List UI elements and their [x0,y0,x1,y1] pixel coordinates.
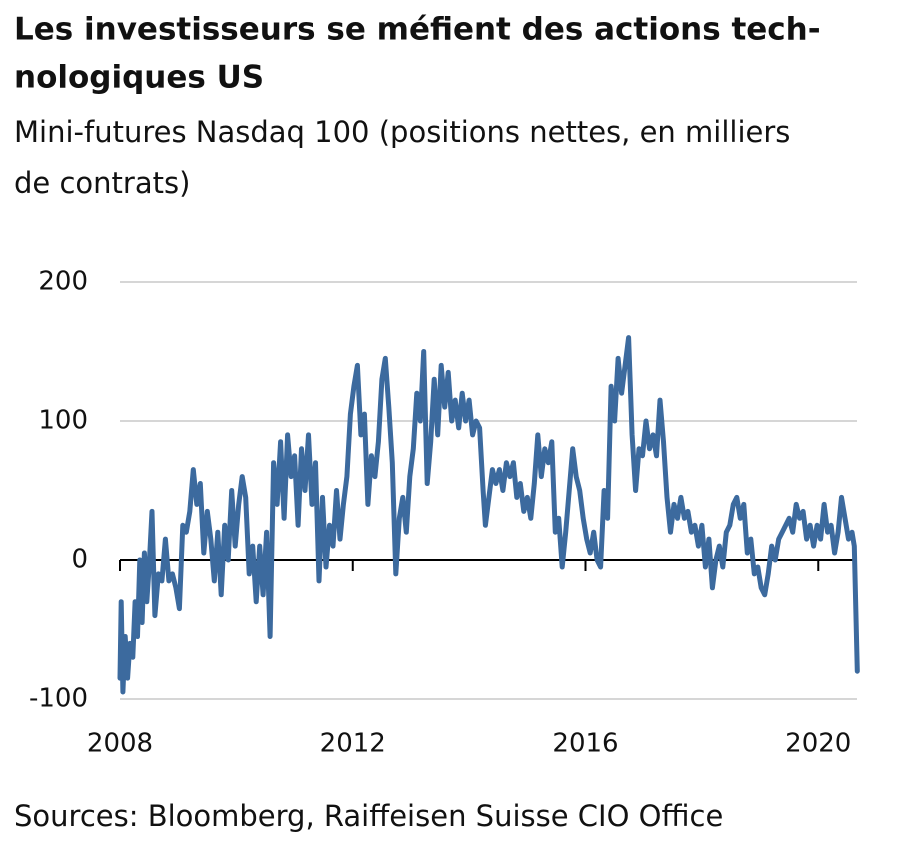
chart-subtitle: Mini-futures Nasdaq 100 (positions nette… [14,115,790,149]
x-tick-label: 2012 [320,729,386,759]
chart-title: nologiques US [14,60,264,96]
x-tick-label: 2016 [552,729,618,759]
y-tick-label: 100 [38,406,88,436]
chart-title: Les investisseurs se méfient des actions… [14,12,821,48]
y-tick-label: 200 [38,267,88,297]
chart-subtitle: de contrats) [14,166,190,200]
y-tick-label: 0 [71,545,88,575]
source: Sources: Bloomberg, Raiffeisen Suisse CI… [14,799,723,833]
data-line [117,335,860,695]
x-tick-label: 2020 [785,729,851,759]
y-tick-label: -100 [29,684,88,714]
x-tick-label: 2008 [87,729,153,759]
